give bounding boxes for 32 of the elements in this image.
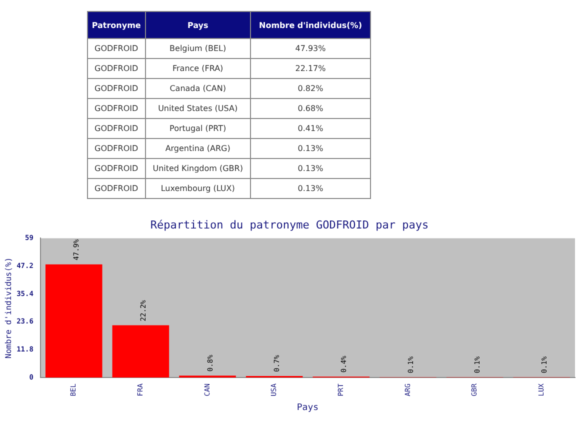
text: Nombre d'individus(%) [250, 12, 370, 38]
category-label: GODFROID [94, 44, 138, 53]
text: Patronyme [88, 12, 146, 38]
category-label: GODFROID [94, 64, 138, 73]
category-label: United States (USA) [145, 98, 250, 118]
category-label: France (FRA) [145, 58, 250, 78]
text: 22.17% [295, 64, 326, 73]
category-label: GODFROID [94, 164, 138, 173]
text: 0.13% [298, 144, 324, 153]
text: Pays [145, 12, 250, 38]
x-axis-title: Pays [296, 402, 319, 413]
category-label: Portugal (PRT) [145, 118, 250, 138]
category-label: Argentina (ARG) [145, 138, 250, 158]
text: 0.68% [298, 104, 324, 113]
chart-title: Répartition du patronyme GODFROID par pays [150, 218, 429, 232]
category-label: GODFROID [94, 104, 138, 113]
category-label: Luxembourg (LUX) [145, 178, 250, 198]
category-label: GODFROID [94, 144, 138, 153]
text: 0.41% [298, 124, 324, 133]
category-label: GODFROID [94, 184, 138, 193]
category-label: GODFROID [94, 124, 138, 133]
category-label: Belgium (BEL) [145, 38, 250, 58]
text: 47.93% [295, 44, 326, 53]
text: 0.13% [298, 164, 324, 173]
y-axis-title: Nombre d'individus(%) [4, 257, 13, 358]
text: 0.13% [298, 184, 324, 193]
category-label: United Kingdom (GBR) [145, 158, 250, 178]
bar [112, 325, 170, 378]
text: 0.82% [298, 84, 324, 93]
bar [45, 264, 102, 378]
category-label: Canada (CAN) [145, 78, 250, 98]
category-label: GODFROID [94, 84, 138, 93]
